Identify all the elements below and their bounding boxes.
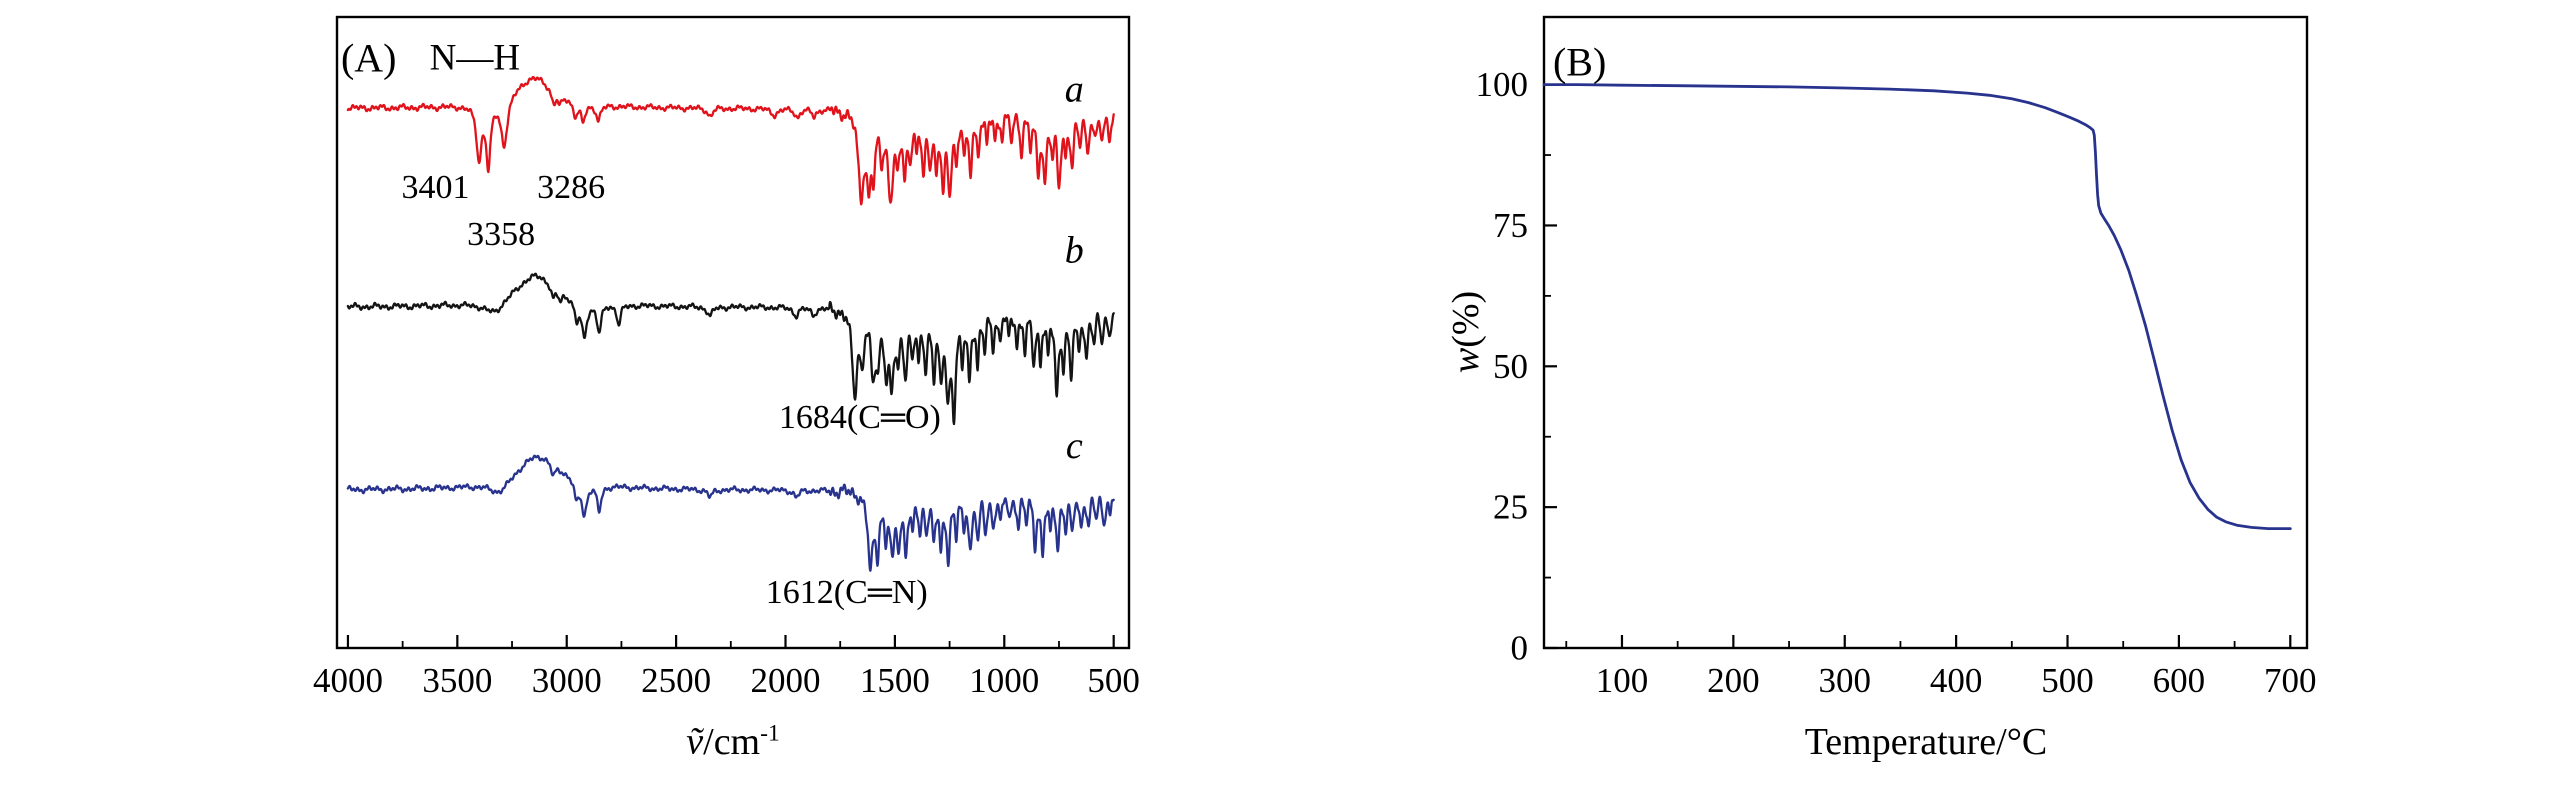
y-tick-label: 0 [1511, 629, 1529, 668]
peak-1612-label: 1612(C═N) [766, 574, 928, 611]
nh-bond-label: N—H [430, 38, 520, 79]
x-tick-label: 2500 [641, 661, 711, 700]
x-tick-label: 1500 [860, 661, 930, 700]
x-tick-label: 1000 [969, 661, 1039, 700]
ftir-plot-border [335, 15, 1131, 650]
curve-b-label: b [1065, 229, 1084, 271]
panel-label-a: (A) [341, 36, 397, 81]
peak-3401-label: 3401 [401, 169, 469, 206]
y-tick-label: 75 [1493, 206, 1528, 245]
spectrum-curve-b [346, 272, 1115, 426]
tga-x-axis-label: Temperature/°C [1804, 721, 2048, 763]
wavenumber-symbol: ṽ [686, 721, 704, 763]
wavenumber-exponent: -1 [760, 720, 780, 747]
y-tick-label: 50 [1493, 347, 1528, 386]
x-tick-label: 400 [1930, 661, 1983, 700]
x-tick-label: 3000 [532, 661, 602, 700]
y-tick-label: 25 [1493, 488, 1528, 527]
weight-symbol: w [1445, 347, 1487, 374]
x-tick-label: 700 [2264, 661, 2317, 700]
tg-curve [1542, 83, 2292, 530]
ftir-x-axis-label: ṽ/cm-1 [686, 720, 779, 764]
wavenumber-unit: /cm [703, 721, 761, 763]
spectrum-curve-a [346, 75, 1115, 206]
peak-3286-label: 3286 [537, 169, 605, 206]
tga-plot-border [1542, 15, 2309, 650]
x-tick-label: 500 [2041, 661, 2094, 700]
weight-unit: (%) [1445, 290, 1487, 348]
curve-a-label: a [1065, 69, 1084, 111]
x-tick-label: 600 [2153, 661, 2206, 700]
tga-curve-chart: 100 200 300 400 500 600 700 0 25 50 75 100 (B) [1476, 15, 2317, 700]
tga-y-axis-label: w(%) [1444, 291, 1488, 373]
curve-c-label: c [1066, 425, 1083, 467]
spectrum-curve-c [346, 454, 1115, 572]
peak-3358-label: 3358 [467, 216, 535, 253]
x-tick-label: 300 [1818, 661, 1871, 700]
panel-label-b: (B) [1553, 40, 1606, 85]
x-tick-label: 100 [1596, 661, 1649, 700]
y-tick-label: 100 [1476, 65, 1529, 104]
x-tick-label: 4000 [313, 661, 383, 700]
x-tick-label: 2000 [751, 661, 821, 700]
x-tick-label: 200 [1707, 661, 1760, 700]
ftir-spectra-chart: 4000 3500 3000 2500 2000 1500 1000 500 (A) N—H 340… [313, 15, 1140, 700]
x-tick-label: 500 [1087, 661, 1140, 700]
peak-1684-label: 1684(C═O) [779, 399, 941, 436]
x-tick-label: 3500 [422, 661, 492, 700]
